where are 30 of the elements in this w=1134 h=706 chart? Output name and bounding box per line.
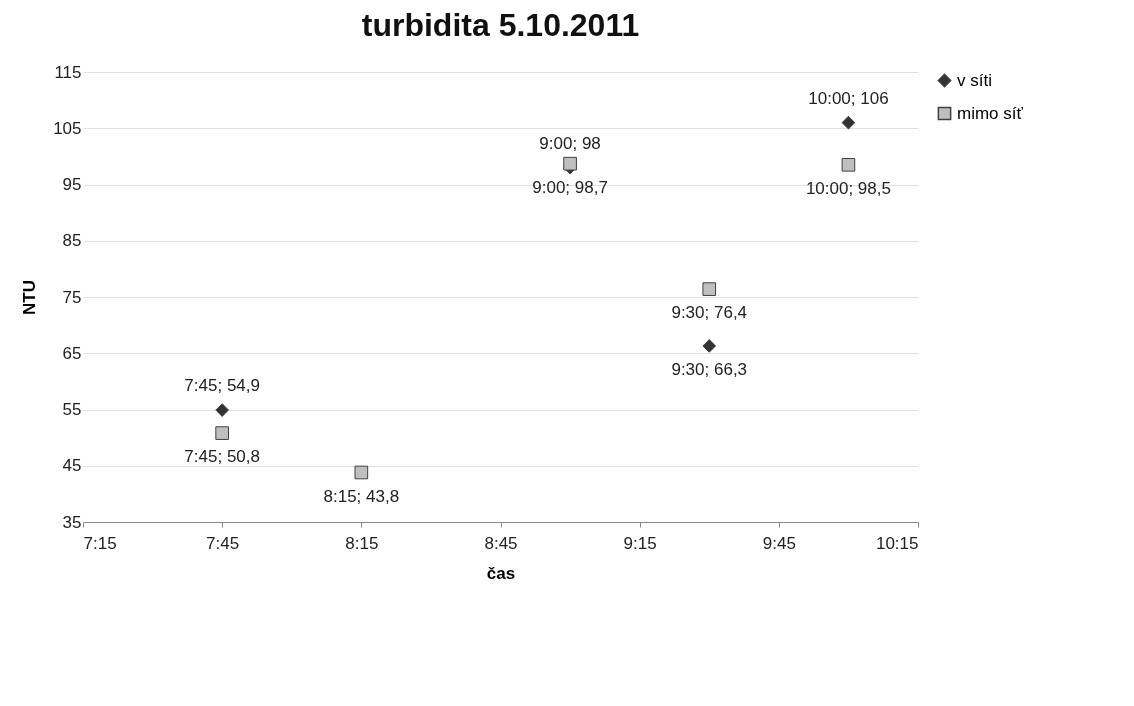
x-tick-label: 7:15 [83, 533, 117, 553]
y-tick-label: 35 [62, 512, 82, 532]
y-tick-label: 105 [53, 118, 82, 138]
y-axis-title: NTU [20, 280, 40, 315]
data-label: 10:00; 98,5 [805, 178, 891, 198]
data-label: 8:15; 43,8 [323, 486, 400, 506]
y-tick-label: 75 [62, 287, 82, 307]
data-label: 7:45; 50,8 [184, 447, 260, 467]
y-tick-label: 65 [62, 343, 82, 363]
data-label: 10:00; 106 [808, 88, 889, 108]
x-tick-label: 7:45 [206, 533, 240, 553]
data-label: 9:30; 66,3 [671, 359, 748, 379]
x-tick-label: 8:45 [484, 533, 518, 553]
y-tick-label: 55 [62, 400, 82, 419]
x-tick-label: 8:15 [345, 533, 379, 553]
y-tick-label: 85 [62, 231, 82, 251]
legend-label: v síti [957, 70, 992, 90]
legend-label: mimo síť [957, 103, 1024, 123]
chart-title: turbidita 5.10.2011 [361, 7, 640, 43]
y-tick-label: 45 [62, 456, 82, 476]
x-tick-label: 9:15 [623, 533, 657, 553]
x-axis-title: čas [486, 563, 516, 583]
data-label: 7:45; 54,9 [184, 376, 260, 396]
data-label: 9:30; 76,4 [671, 303, 748, 323]
data-label: 9:00; 98,7 [532, 177, 608, 197]
y-tick-label: 95 [62, 175, 82, 194]
y-tick-label: 115 [54, 62, 82, 82]
data-label: 9:00; 98 [539, 133, 601, 153]
x-tick-label: 9:45 [762, 533, 796, 553]
x-tick-label: 10:15 [875, 533, 919, 553]
